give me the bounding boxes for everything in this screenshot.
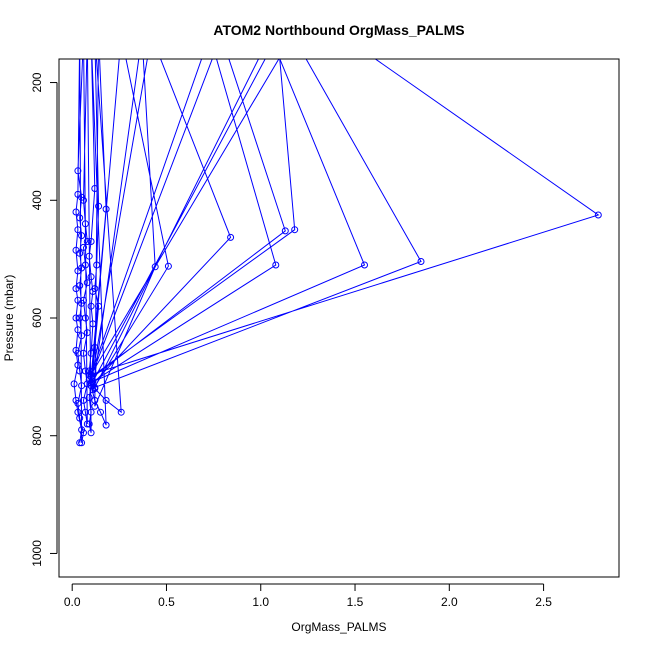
data-point [80,196,87,204]
data-point [87,429,95,437]
data-point [91,402,99,410]
data-point [87,302,95,310]
data-point [83,279,91,287]
y-axis-label: Pressure (mbar) [2,275,16,362]
data-point [102,205,110,213]
y-tick-label: 600 [30,308,44,328]
data-point [70,380,78,388]
data-point [81,220,89,228]
data-point [76,249,84,257]
data-point [80,349,87,357]
data-point [78,332,86,340]
x-axis: 0.0 0.5 1.0 1.5 2.0 2.5 [64,583,552,609]
data-point [74,326,82,334]
x-tick-label: 2.5 [535,595,552,609]
data-point [81,261,89,269]
y-axis: 200 400 600 800 1000 [30,72,58,567]
data-point [85,420,93,428]
x-tick-label: 1.0 [252,595,269,609]
data-point [89,320,97,328]
data-point [87,408,95,416]
data-point [151,263,159,271]
data-point [272,261,280,269]
data-point [87,371,95,378]
data-point [76,282,84,290]
data-point [76,214,84,222]
data-point [81,314,89,322]
x-tick-label: 0.5 [158,595,175,609]
data-point [85,252,93,260]
data-point [102,396,110,404]
y-tick-label: 800 [30,425,44,445]
data-point [291,226,299,234]
plot-series [70,59,602,447]
data-point [87,273,95,281]
data-point [164,262,172,270]
data-point [87,349,95,357]
data-point [91,343,99,351]
data-point [85,394,93,401]
data-point [89,386,97,394]
y-tick-label: 200 [30,72,44,92]
data-point [95,202,103,210]
y-tick-label: 1000 [30,540,44,567]
data-point [117,408,125,416]
data-point [87,373,95,381]
data-point [281,227,289,235]
data-point [72,314,80,322]
chart-title: ATOM2 Northbound OrgMass_PALMS [213,22,464,38]
data-point [227,233,235,241]
data-point [91,285,99,293]
plot-frame [58,58,620,578]
x-tick-label: 2.0 [441,595,458,609]
data-point [74,399,82,407]
x-tick-label: 0.0 [64,595,81,609]
data-point [83,238,91,245]
y-tick-label: 400 [30,190,44,210]
x-tick-label: 1.5 [347,595,364,609]
data-point [91,384,99,391]
x-axis-label: OrgMass_PALMS [291,620,386,634]
data-point [93,261,101,269]
data-point [91,185,99,192]
data-point [76,439,84,447]
data-point [74,226,82,234]
data-point [80,243,87,251]
data-point [80,396,87,404]
data-point [87,238,95,245]
data-point [74,167,82,175]
data-point [83,329,91,337]
data-point [72,208,80,216]
data-point [361,261,368,269]
data-point [76,414,84,422]
data-point [97,408,104,416]
data-point [83,420,91,428]
data-point [80,429,87,437]
data-point [80,296,87,304]
data-point [594,211,602,219]
data-point [102,421,110,429]
data-point [95,302,103,310]
data-point [78,232,86,240]
data-point [417,258,425,265]
data-point [78,439,86,447]
data-point [81,367,89,375]
